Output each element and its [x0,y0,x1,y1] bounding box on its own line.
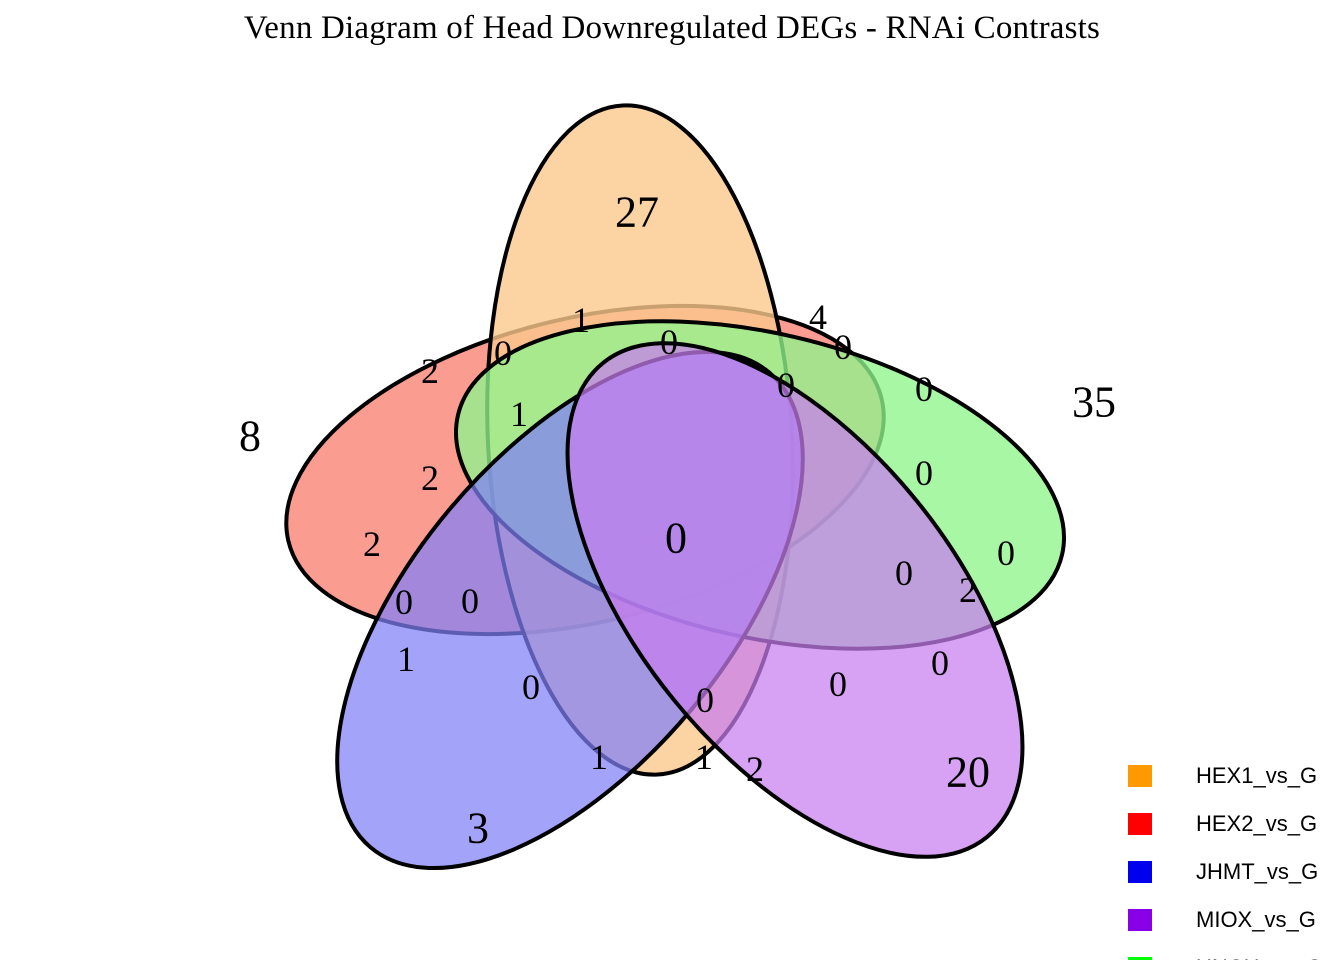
venn-count-r-d: 2 [421,351,439,391]
legend-label-0: HEX1_vs_G [1196,763,1318,788]
legend-label-3: MIOX_vs_G [1196,907,1316,932]
venn-count-r-z: 2 [746,749,764,789]
venn-count-r-v: 0 [829,664,847,704]
legend-swatch-icon-1 [1128,813,1152,835]
venn-count-r-n: 0 [997,533,1015,573]
venn-count-r-i: 1 [510,394,528,434]
venn-count-r-jhmt-only: 3 [467,804,489,853]
legend-swatch-icon-0 [1128,765,1152,787]
venn-count-r-r: 2 [959,570,977,610]
venn-count-r-hex2-only: 8 [239,412,261,461]
legend-swatch-icon-3 [1128,909,1152,931]
venn-count-r-hex1-only: 27 [615,188,659,237]
venn-count-r-f: 0 [834,327,852,367]
legend-item-3[interactable]: MIOX_vs_G [1128,896,1344,944]
venn-count-r-e: 0 [494,333,512,373]
venn-count-r-w: 0 [931,643,949,683]
legend: HEX1_vs_G HEX2_vs_G JHMT_vs_G MIOX_vs_G UNCH… [1128,752,1344,960]
venn-count-r-p: 0 [461,581,479,621]
venn-count-r-a: 1 [572,300,590,340]
page-title: Venn Diagram of Head Downregulated DEGs … [243,10,1101,46]
venn-count-r-miox-only: 20 [946,748,990,797]
legend-swatch-icon-2 [1128,861,1152,883]
legend-label-4: UNCH_vs_G [1196,955,1323,960]
venn-count-r-l: 2 [363,524,381,564]
venn-count-r-u: 0 [696,680,714,720]
legend-item-1[interactable]: HEX2_vs_G [1128,800,1344,848]
venn-count-r-t: 0 [522,667,540,707]
venn-count-r-k: 0 [915,453,933,493]
legend-label-1: HEX2_vs_G [1196,811,1318,836]
legend-item-4[interactable]: UNCH_vs_G [1128,944,1344,960]
venn-count-r-j: 2 [421,458,439,498]
venn-count-r-s: 1 [397,639,415,679]
venn-count-r-h: 0 [915,369,933,409]
venn-count-r-b: 0 [660,322,678,362]
venn-count-r-x: 1 [590,737,608,777]
venn-count-r-m: 0 [665,514,687,563]
venn-count-r-g: 0 [777,365,795,405]
venn-count-r-c: 4 [809,297,827,337]
legend-label-2: JHMT_vs_G [1196,859,1319,884]
legend-swatch-icon-4 [1128,957,1152,960]
venn-count-r-y: 1 [695,737,713,777]
venn-count-r-unch-only: 35 [1072,378,1116,427]
venn-count-r-q: 0 [895,553,913,593]
legend-item-0[interactable]: HEX1_vs_G [1128,752,1344,800]
ellipse-miox-vs-gfp [565,341,1025,859]
legend-item-2[interactable]: JHMT_vs_G [1128,848,1344,896]
venn-count-r-o: 0 [395,582,413,622]
venn-ellipses [284,103,1066,871]
